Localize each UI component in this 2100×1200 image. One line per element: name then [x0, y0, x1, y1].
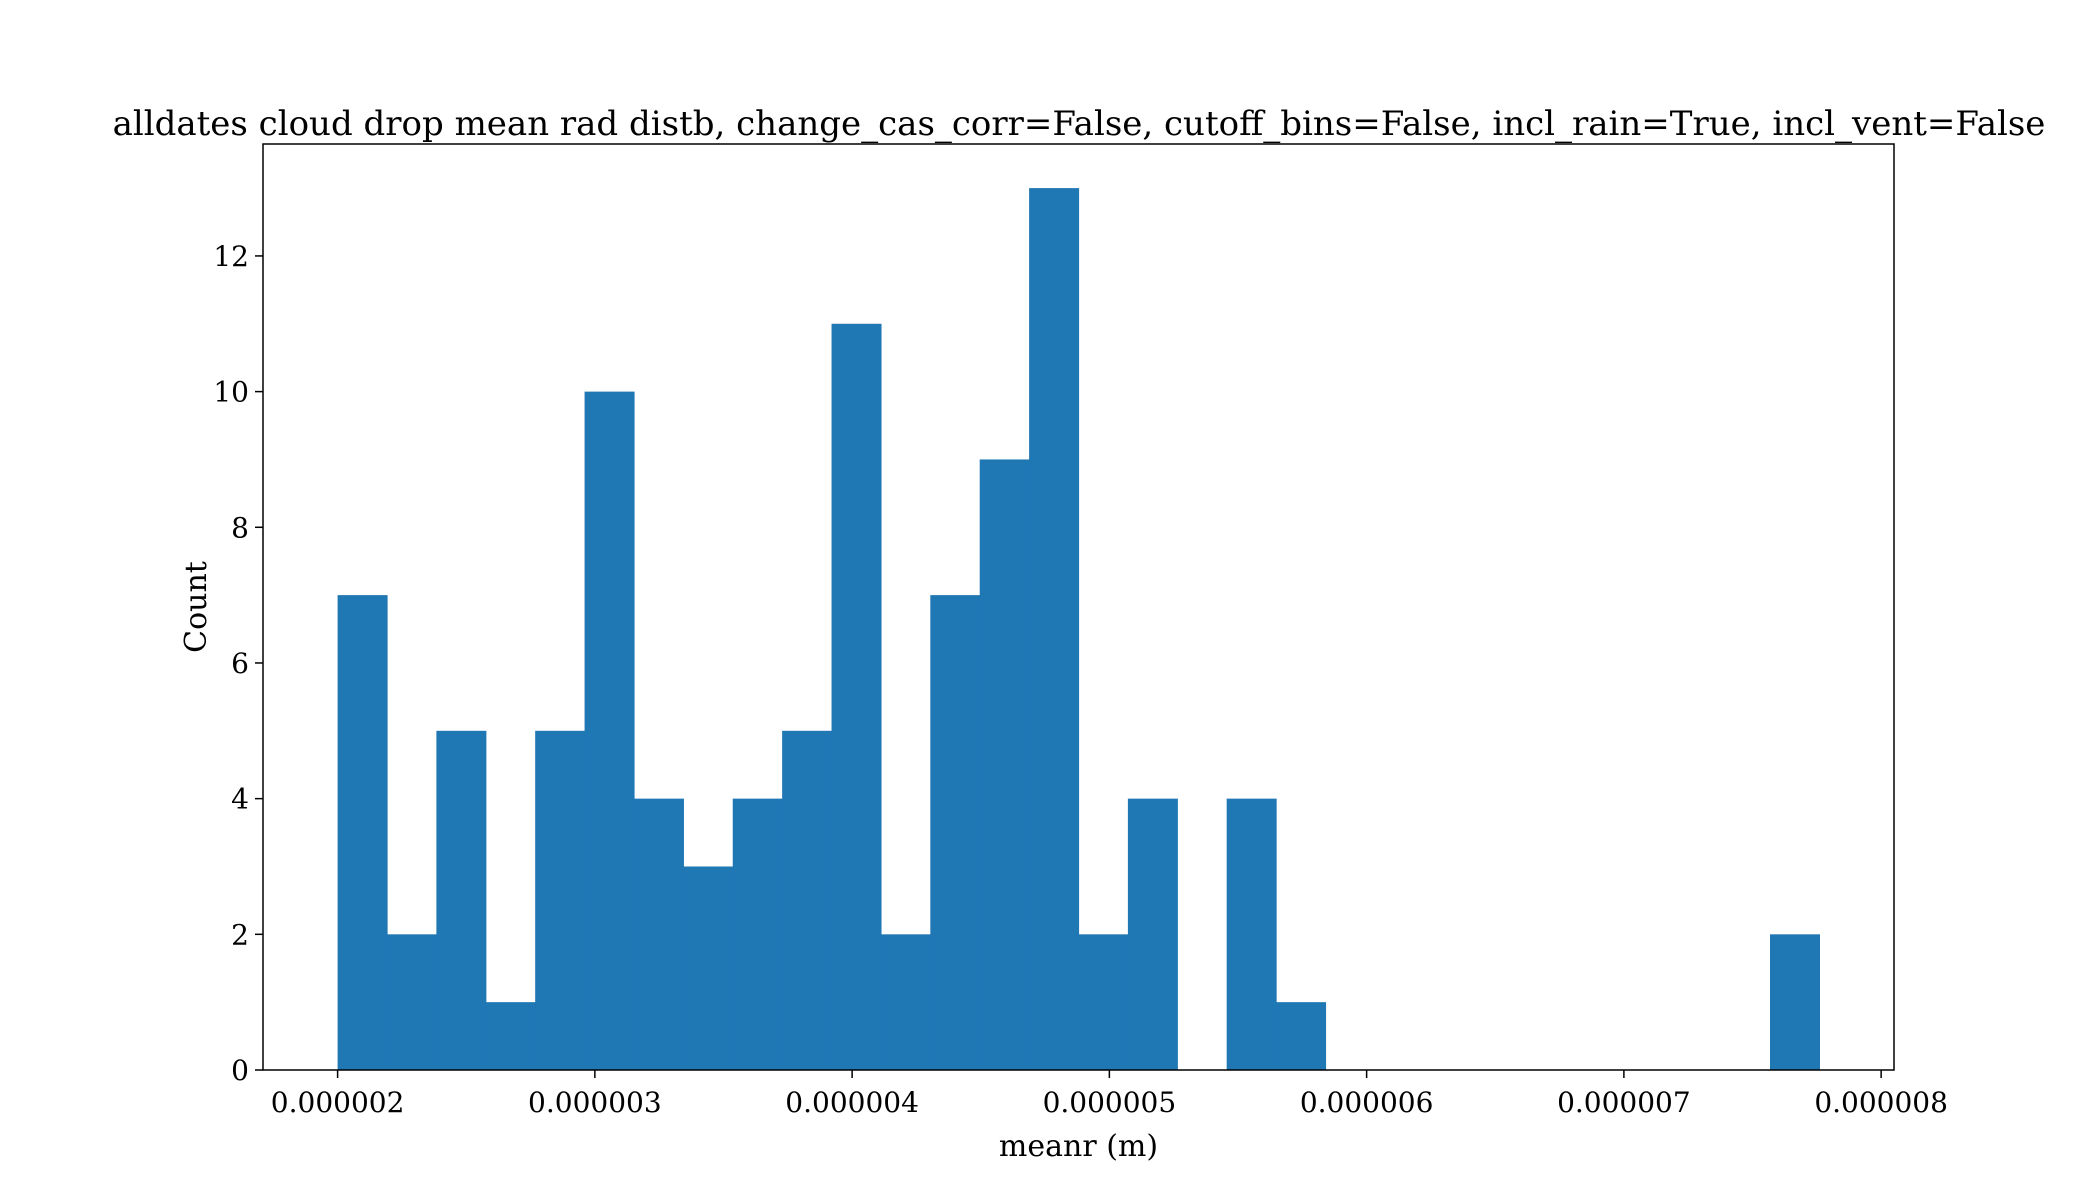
histogram-bar [485, 1002, 536, 1070]
x-tick-label: 0.000004 [785, 1086, 919, 1119]
x-tick-label: 0.000007 [1557, 1086, 1691, 1119]
x-tick-label: 0.000005 [1043, 1086, 1177, 1119]
chart-title: alldates cloud drop mean rad distb, chan… [113, 104, 2046, 144]
histogram-bar [732, 798, 783, 1070]
x-axis-label: meanr (m) [999, 1129, 1158, 1164]
histogram-bar [633, 798, 684, 1070]
x-tick-label: 0.000002 [271, 1086, 405, 1119]
plot-area-frame [262, 143, 1895, 1071]
y-tick-label: 10 [213, 376, 249, 409]
histogram-bar [930, 595, 981, 1070]
histogram-bar [535, 730, 586, 1070]
y-axis-label: Count [179, 561, 214, 653]
x-axis-ticks: 0.000002 0.000003 0.000004 0.000005 0.000006… [271, 1070, 1948, 1119]
y-tick-label: 2 [231, 918, 249, 951]
histogram-bar [782, 730, 833, 1070]
x-tick-label: 0.000008 [1814, 1086, 1948, 1119]
histogram-bar [979, 459, 1030, 1070]
histogram-bar [1078, 934, 1129, 1070]
histogram-bar [831, 323, 882, 1070]
histogram-bar [1770, 934, 1820, 1070]
histogram-bar [683, 866, 734, 1070]
x-tick-label: 0.000006 [1300, 1086, 1434, 1119]
y-tick-label: 8 [231, 511, 249, 544]
histogram-bar [436, 730, 487, 1070]
histogram-bar [1226, 798, 1277, 1070]
y-axis-ticks: 0 2 4 6 8 10 12 [213, 240, 263, 1087]
histogram-bar [584, 391, 635, 1071]
histogram-bar [880, 934, 931, 1070]
histogram-bar [1127, 798, 1178, 1070]
y-tick-label: 6 [231, 647, 249, 680]
y-tick-label: 12 [213, 240, 249, 273]
histogram-bar [386, 934, 437, 1070]
histogram-bar [1276, 1002, 1327, 1070]
y-tick-label: 4 [231, 783, 249, 816]
histogram-bar [1029, 188, 1080, 1071]
histogram-bar [337, 595, 388, 1070]
x-tick-label: 0.000003 [528, 1086, 662, 1119]
y-tick-label: 0 [231, 1054, 249, 1087]
histogram-bars [337, 188, 1820, 1071]
